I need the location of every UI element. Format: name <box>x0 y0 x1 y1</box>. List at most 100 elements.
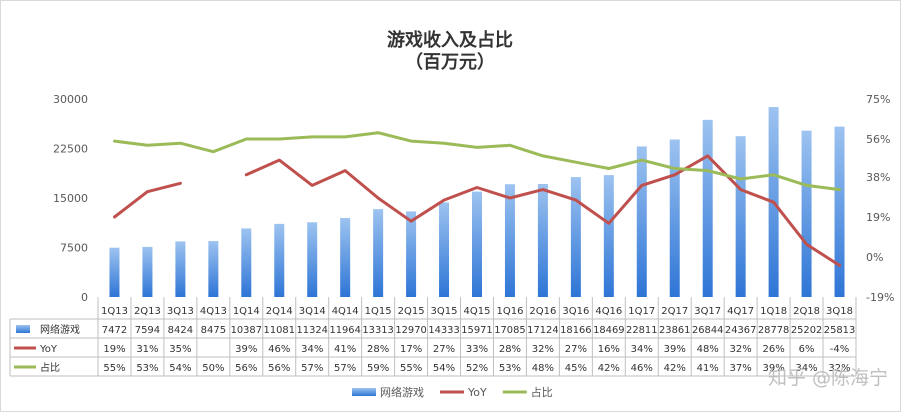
category-label: 1Q17 <box>628 306 655 317</box>
table-cell: 59% <box>367 363 389 374</box>
bar <box>702 119 713 298</box>
table-cell: 52% <box>466 363 488 374</box>
category-label: 2Q13 <box>134 306 161 317</box>
table-cell: 8424 <box>168 325 193 336</box>
left-axis-tick: 0 <box>81 291 88 304</box>
series-line-yoy <box>113 181 182 219</box>
bar <box>373 209 384 297</box>
table-cell: 28% <box>367 344 389 355</box>
table-cell: 57% <box>334 363 356 374</box>
category-label: 2Q18 <box>793 306 820 317</box>
table-cell: 39% <box>664 344 686 355</box>
table-cell: 17% <box>400 344 422 355</box>
table-cell: 23861 <box>659 325 690 336</box>
table-cell: 22811 <box>626 325 657 336</box>
table-cell: 42% <box>598 363 620 374</box>
category-label: 2Q15 <box>398 306 425 317</box>
category-label: 1Q14 <box>233 306 260 317</box>
table-cell: 28778 <box>758 325 789 336</box>
table-cell: 14333 <box>428 325 459 336</box>
right-axis-tick: -19% <box>866 291 894 304</box>
right-axis-tick: 56% <box>866 133 890 146</box>
table-cell: 32% <box>730 344 752 355</box>
right-axis: -19% 0% 19% 38% 56% 75% <box>866 93 894 304</box>
bar <box>669 139 680 297</box>
bar <box>109 247 120 297</box>
watermark: 知乎 @陈海宁 <box>768 367 888 389</box>
table-cell: 24367 <box>725 325 756 336</box>
table-cell: 54% <box>169 363 191 374</box>
bar <box>406 211 417 297</box>
table-cell: 45% <box>565 363 587 374</box>
left-axis-tick: 22500 <box>53 143 88 156</box>
bar <box>274 223 285 297</box>
table-cell: 16% <box>598 344 620 355</box>
table-cell: 10387 <box>231 325 262 336</box>
bar-series <box>109 107 845 298</box>
table-cell: 6% <box>799 344 815 355</box>
left-axis: 0 7500 15000 22500 30000 <box>53 93 88 304</box>
legend-key-bar <box>352 388 376 396</box>
table-cell: 12970 <box>395 325 426 336</box>
table-cell: 25202 <box>791 325 822 336</box>
table-cell: 15971 <box>461 325 492 336</box>
bar <box>570 177 581 297</box>
category-label: 1Q16 <box>496 306 523 317</box>
table-cell: 13313 <box>362 325 393 336</box>
table-cell: 7594 <box>135 325 160 336</box>
table-cell: 34% <box>301 344 323 355</box>
table-cell: 39% <box>235 344 257 355</box>
bar <box>175 241 186 297</box>
table-cell: 54% <box>433 363 455 374</box>
category-label: 2Q14 <box>266 306 293 317</box>
table-cell: 17124 <box>527 325 558 336</box>
category-label: 2Q16 <box>529 306 556 317</box>
table-cell: 46% <box>268 344 290 355</box>
data-table: 1Q13 2Q13 3Q13 4Q13 1Q14 2Q14 3Q14 4Q14 1Q15 2Q15… <box>9 297 857 377</box>
table-cell: 26% <box>762 344 784 355</box>
table-cell: 18166 <box>560 325 591 336</box>
table-cell: 28% <box>499 344 521 355</box>
category-label: 1Q13 <box>101 306 128 317</box>
right-axis-tick: 19% <box>866 211 890 224</box>
table-cell: 39% <box>762 363 784 374</box>
table-cell: 25813 <box>824 325 855 336</box>
series-line-yoy <box>244 154 841 267</box>
table-cell: 53% <box>499 363 521 374</box>
table-cell: 11081 <box>264 325 295 336</box>
table-cell: 57% <box>301 363 323 374</box>
left-axis-tick: 7500 <box>60 242 88 255</box>
table-cell: 34% <box>795 363 817 374</box>
legend-label: 占比 <box>531 385 553 399</box>
table-cell: 41% <box>697 363 719 374</box>
table-cell: 37% <box>730 363 752 374</box>
table-row-label: 网络游戏 <box>40 323 80 336</box>
category-label: 1Q15 <box>365 306 392 317</box>
table-cell: 34% <box>631 344 653 355</box>
category-label: 4Q16 <box>595 306 622 317</box>
bar <box>307 222 318 297</box>
category-label: 3Q14 <box>299 306 326 317</box>
table-key-bar <box>16 325 30 333</box>
bar <box>834 126 845 297</box>
chart-subtitle: （百万元） <box>405 52 495 73</box>
table-cell: -4% <box>830 344 849 355</box>
table-cell: 8475 <box>201 325 226 336</box>
right-axis-tick: 75% <box>866 93 890 106</box>
series-line-share <box>113 131 841 192</box>
left-axis-tick: 15000 <box>53 192 88 205</box>
table-row-label: 占比 <box>40 361 60 374</box>
category-label: 2Q17 <box>661 306 688 317</box>
table-cell: 48% <box>532 363 554 374</box>
left-axis-tick: 30000 <box>53 93 88 106</box>
bar <box>735 136 746 297</box>
legend: 网络游戏 YoY 占比 <box>352 385 553 399</box>
table-cell: 17085 <box>494 325 525 336</box>
legend-label: 网络游戏 <box>380 385 424 399</box>
table-cell: 50% <box>202 363 224 374</box>
legend-label: YoY <box>467 386 487 399</box>
chart-title: 游戏收入及占比 <box>387 29 513 51</box>
table-cell: 27% <box>433 344 455 355</box>
category-label: 3Q17 <box>694 306 721 317</box>
